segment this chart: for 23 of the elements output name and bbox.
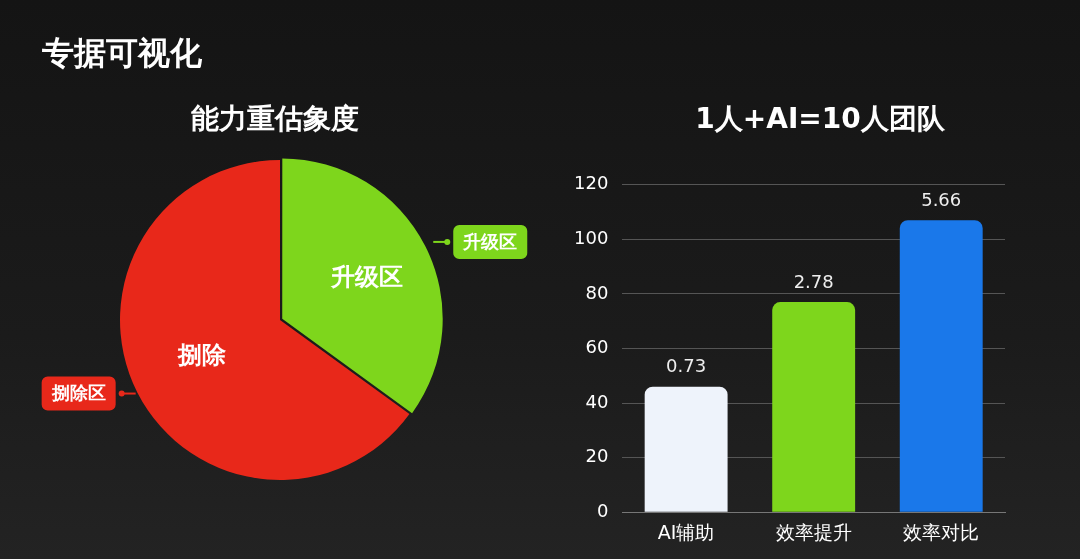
x-tick-label: AI辅助 <box>657 520 715 543</box>
annotation: 5.66 <box>921 188 962 210</box>
y-tick-label: 20 <box>585 445 609 467</box>
annotation: 0.73 <box>666 355 707 377</box>
y-tick-label: 120 <box>574 172 609 194</box>
chart-title: 能力重估象度 <box>190 101 360 137</box>
data-label: 升级区 <box>330 263 404 292</box>
y-tick-label: 40 <box>585 390 609 412</box>
y-tick-label: 100 <box>574 227 609 249</box>
bar <box>772 302 856 512</box>
legend-label: 升级区 <box>462 230 518 252</box>
bar <box>644 386 728 512</box>
x-tick-label: 效率提升 <box>775 520 852 543</box>
text: 专据可视化 <box>42 33 202 74</box>
chart-title: 1人+AI=10人团队 <box>694 101 946 137</box>
bar <box>899 220 983 512</box>
y-tick-label: 0 <box>596 499 609 521</box>
y-tick-label: 80 <box>585 281 609 303</box>
data-label: 捌除 <box>176 340 227 369</box>
annotation: 2.78 <box>793 270 834 292</box>
y-tick-label: 60 <box>585 336 609 358</box>
slice-label: 捌除区 <box>50 382 106 404</box>
x-tick-label: 效率对比 <box>903 520 980 543</box>
